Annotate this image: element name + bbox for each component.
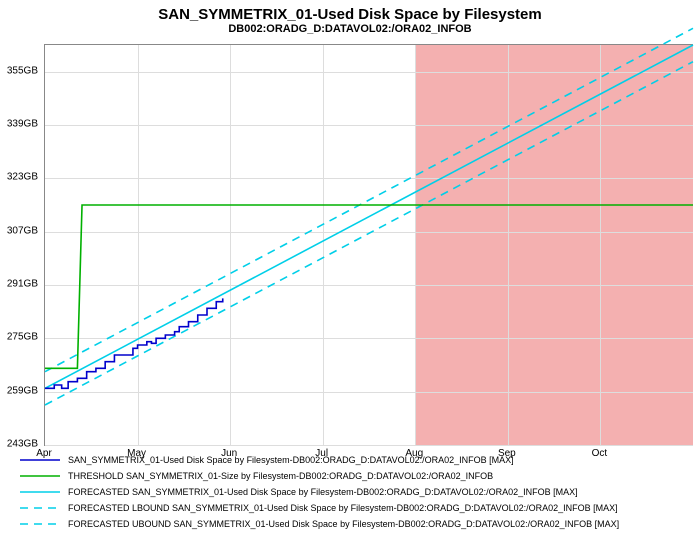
plot-area: [44, 44, 693, 446]
y-tick-label: 307GB: [0, 225, 38, 236]
disk-space-chart: SAN_SYMMETRIX_01-Used Disk Space by File…: [0, 0, 700, 560]
legend-swatch: [20, 502, 60, 514]
legend-swatch: [20, 470, 60, 482]
legend-item: SAN_SYMMETRIX_01-Used Disk Space by File…: [20, 454, 619, 466]
legend-swatch: [20, 518, 60, 530]
legend-item: THRESHOLD SAN_SYMMETRIX_01-Size by Files…: [20, 470, 619, 482]
legend-item: FORECASTED LBOUND SAN_SYMMETRIX_01-Used …: [20, 502, 619, 514]
y-tick-label: 259GB: [0, 385, 38, 396]
legend-swatch: [20, 486, 60, 498]
chart-title: SAN_SYMMETRIX_01-Used Disk Space by File…: [0, 0, 700, 23]
legend-label: FORECASTED LBOUND SAN_SYMMETRIX_01-Used …: [68, 503, 618, 513]
legend-item: FORECASTED SAN_SYMMETRIX_01-Used Disk Sp…: [20, 486, 619, 498]
y-tick-label: 275GB: [0, 332, 38, 343]
y-tick-label: 323GB: [0, 172, 38, 183]
legend-label: FORECASTED SAN_SYMMETRIX_01-Used Disk Sp…: [68, 487, 578, 497]
legend-label: SAN_SYMMETRIX_01-Used Disk Space by File…: [68, 455, 514, 465]
y-tick-label: 339GB: [0, 119, 38, 130]
series-lines: [45, 45, 693, 445]
y-tick-label: 355GB: [0, 65, 38, 76]
legend-swatch: [20, 454, 60, 466]
y-tick-label: 243GB: [0, 439, 38, 450]
legend: SAN_SYMMETRIX_01-Used Disk Space by File…: [20, 454, 619, 534]
y-tick-label: 291GB: [0, 279, 38, 290]
chart-subtitle: DB002:ORADG_D:DATAVOL02:/ORA02_INFOB: [0, 23, 700, 41]
legend-item: FORECASTED UBOUND SAN_SYMMETRIX_01-Used …: [20, 518, 619, 530]
legend-label: THRESHOLD SAN_SYMMETRIX_01-Size by Files…: [68, 471, 493, 481]
legend-label: FORECASTED UBOUND SAN_SYMMETRIX_01-Used …: [68, 519, 619, 529]
